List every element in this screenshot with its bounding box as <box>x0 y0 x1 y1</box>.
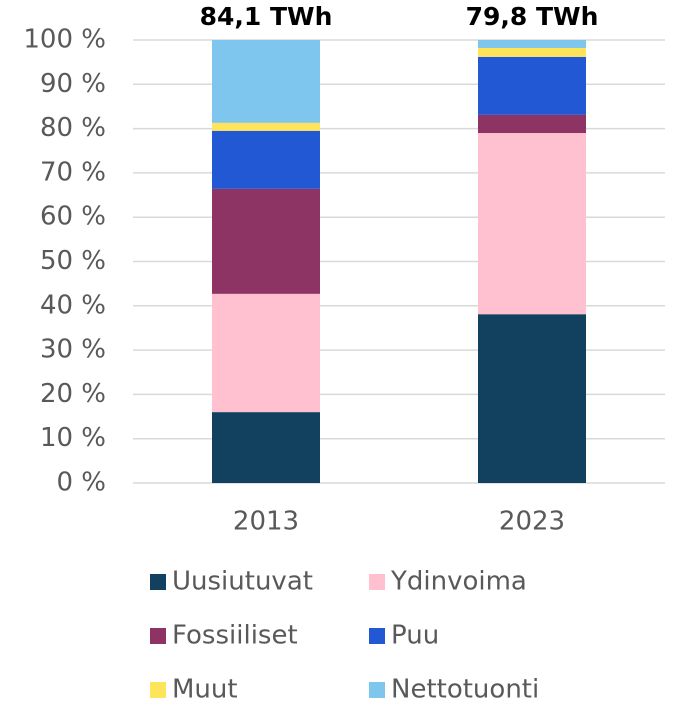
x-tick-label: 2023 <box>499 507 565 537</box>
legend-swatch <box>369 574 385 590</box>
bar-segment <box>478 114 586 134</box>
y-tick-label: 60 % <box>40 202 106 232</box>
bar-segment <box>478 47 586 57</box>
bar-segment <box>212 188 320 294</box>
y-tick-label: 0 % <box>56 468 106 498</box>
bar-segment <box>478 40 586 48</box>
y-tick-label: 10 % <box>40 423 106 453</box>
total-label: 84,1 TWh <box>200 2 333 31</box>
bar-segment <box>212 130 320 189</box>
bar-segment <box>212 412 320 483</box>
legend-swatch <box>150 682 166 698</box>
legend-label: Uusiutuvat <box>172 567 313 597</box>
legend-swatch <box>369 628 385 644</box>
y-tick-label: 80 % <box>40 113 106 143</box>
bar-segment <box>478 56 586 115</box>
legend-label: Nettotuonti <box>391 675 539 702</box>
total-label: 79,8 TWh <box>466 2 599 31</box>
y-tick-label: 100 % <box>23 25 106 55</box>
y-tick-label: 50 % <box>40 246 106 276</box>
legend-label: Ydinvoima <box>390 567 527 597</box>
legend-label: Fossiiliset <box>172 621 298 651</box>
legend-label: Puu <box>391 621 439 651</box>
legend-swatch <box>369 682 385 698</box>
bar-segment <box>212 40 320 123</box>
bar-segment <box>212 293 320 413</box>
y-tick-label: 20 % <box>40 379 106 409</box>
bar-segment <box>478 314 586 483</box>
legend-label: Muut <box>172 675 238 702</box>
bar-segment <box>478 133 586 315</box>
y-tick-label: 70 % <box>40 157 106 187</box>
legend-swatch <box>150 628 166 644</box>
y-tick-label: 30 % <box>40 335 106 365</box>
bar-segment <box>212 122 320 131</box>
y-tick-label: 40 % <box>40 290 106 320</box>
y-tick-label: 90 % <box>40 69 106 99</box>
x-tick-label: 2013 <box>233 507 299 537</box>
legend-swatch <box>150 574 166 590</box>
